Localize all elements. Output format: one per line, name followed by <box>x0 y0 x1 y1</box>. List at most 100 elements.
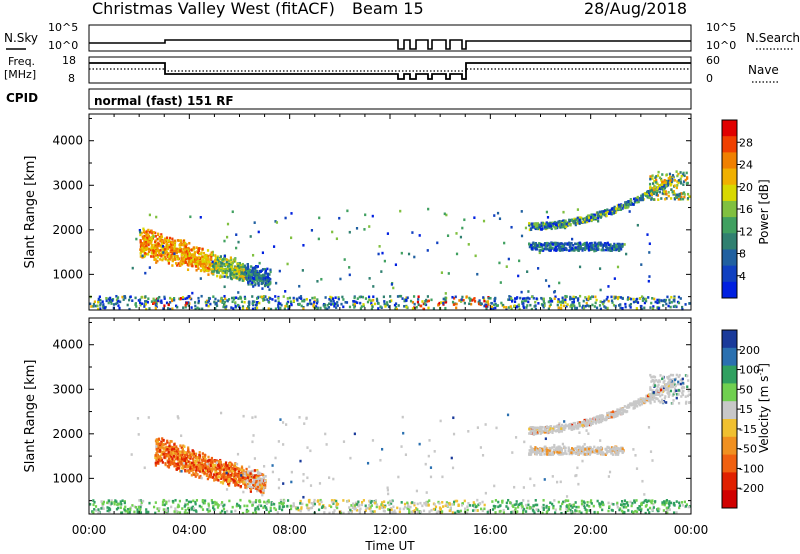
data-cell <box>173 244 177 247</box>
data-cell <box>142 236 145 240</box>
data-cell <box>249 490 252 493</box>
data-cell <box>583 504 586 508</box>
data-cell <box>282 505 286 508</box>
data-cell <box>526 296 529 300</box>
data-cell <box>187 460 190 463</box>
data-cell <box>320 506 324 509</box>
data-cell <box>604 210 607 213</box>
data-cell <box>335 237 339 241</box>
data-cell <box>169 296 172 300</box>
data-cell <box>598 267 602 270</box>
data-cell <box>198 453 201 457</box>
data-cell <box>221 301 224 304</box>
data-cell <box>172 297 176 300</box>
data-cell <box>383 500 386 504</box>
data-cell <box>346 209 349 213</box>
data-cell <box>639 304 642 308</box>
data-cell <box>171 298 174 301</box>
data-cell <box>411 307 415 310</box>
data-cell <box>204 453 207 457</box>
data-cell <box>540 228 543 231</box>
data-cell <box>228 499 231 503</box>
data-cell <box>155 245 159 248</box>
data-cell <box>497 500 500 504</box>
data-cell <box>353 302 356 306</box>
data-cell <box>559 245 562 249</box>
data-cell <box>208 469 212 473</box>
data-cell <box>241 279 244 282</box>
data-cell <box>181 243 184 247</box>
data-cell <box>369 509 372 513</box>
data-cell <box>241 275 244 278</box>
data-cell <box>185 469 188 473</box>
data-cell <box>515 511 518 515</box>
data-cell <box>634 509 637 513</box>
data-cell <box>587 246 590 250</box>
data-cell <box>234 266 237 270</box>
data-cell <box>144 295 147 298</box>
data-cell <box>441 475 444 479</box>
data-cell <box>662 502 665 506</box>
data-cell <box>528 505 532 509</box>
data-cell <box>116 503 119 506</box>
data-cell <box>188 467 192 471</box>
data-cell <box>243 300 246 304</box>
data-cell <box>640 198 643 202</box>
data-cell <box>200 476 203 480</box>
data-cell <box>208 509 211 513</box>
data-cell <box>485 300 488 304</box>
data-cell <box>179 451 182 455</box>
data-cell <box>141 246 144 250</box>
data-cell <box>570 241 573 245</box>
data-cell <box>183 453 186 457</box>
data-cell <box>259 489 262 493</box>
data-cell <box>349 508 352 512</box>
data-cell <box>170 505 173 509</box>
data-cell <box>213 463 217 467</box>
data-cell <box>660 179 663 182</box>
data-cell <box>561 223 564 226</box>
data-cell <box>178 464 181 468</box>
data-cell <box>457 510 460 513</box>
data-cell <box>235 246 238 250</box>
data-cell <box>201 465 204 468</box>
data-cell <box>179 249 182 253</box>
data-cell <box>417 303 420 307</box>
data-cell <box>597 241 601 245</box>
data-cell <box>654 500 657 503</box>
data-cell <box>234 470 237 474</box>
data-cell <box>202 251 206 255</box>
data-cell <box>673 184 676 187</box>
data-cell <box>189 260 193 263</box>
data-cell <box>196 473 199 477</box>
data-cell <box>148 237 151 241</box>
data-cell <box>275 281 278 285</box>
data-cell <box>280 508 284 512</box>
data-cell <box>156 448 159 452</box>
data-cell <box>552 504 555 508</box>
data-cell <box>640 263 643 266</box>
data-cell <box>579 245 582 249</box>
data-cell <box>229 479 232 483</box>
data-cell <box>238 277 242 281</box>
data-cell <box>506 507 510 510</box>
data-cell <box>192 255 195 259</box>
data-cell <box>224 267 227 271</box>
data-cell <box>443 212 446 216</box>
data-cell <box>606 295 609 299</box>
data-cell <box>664 197 667 201</box>
data-cell <box>284 290 287 293</box>
data-cell <box>516 510 519 513</box>
data-cell <box>511 300 514 303</box>
data-cell <box>562 500 565 504</box>
data-cell <box>175 468 178 471</box>
data-cell <box>241 472 244 476</box>
data-cell <box>610 247 614 251</box>
data-cell <box>245 486 248 490</box>
data-cell <box>572 503 576 507</box>
data-cell <box>173 298 176 302</box>
data-cell <box>390 500 393 503</box>
data-cell <box>284 304 287 308</box>
data-cell <box>269 268 272 272</box>
data-cell <box>214 262 218 265</box>
